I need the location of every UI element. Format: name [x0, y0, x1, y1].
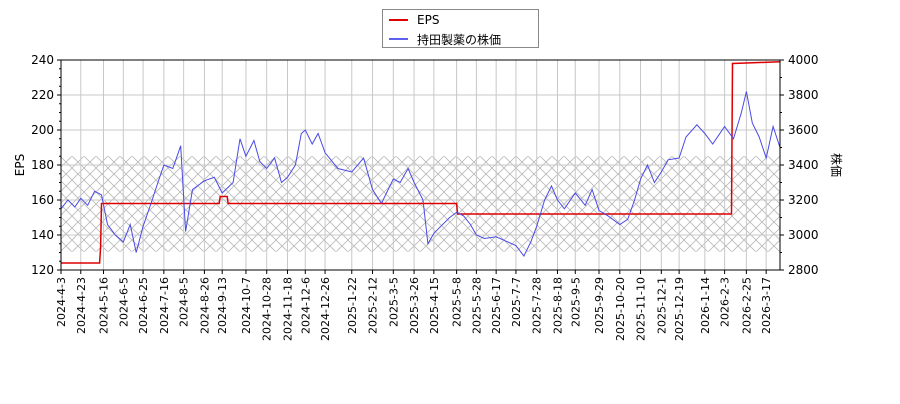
- x-tick-label: 2025-7-28: [531, 277, 544, 334]
- x-tick-label: 2025-8-18: [551, 277, 564, 334]
- axis-ticks: 120 140 160 180 200 220 240 2800 3000 3200 3400 360…: [31, 53, 818, 341]
- chart-legend: EPS 持田製薬の株価: [382, 9, 539, 48]
- x-tick-label: 2024-12-26: [319, 277, 332, 341]
- legend-label-stock-price: 持田製薬の株価: [417, 32, 502, 47]
- left-tick-label: 240: [31, 53, 54, 67]
- x-tick-label: 2024-4-3: [55, 277, 68, 327]
- x-tick-label: 2025-3-26: [408, 277, 421, 334]
- x-tick-label: 2026-1-14: [699, 277, 712, 334]
- legend-label-eps: EPS: [417, 13, 440, 27]
- x-tick-label: 2025-6-17: [490, 277, 503, 334]
- series-lines: [60, 61, 781, 264]
- x-tick-label: 2026-2-3: [719, 277, 732, 327]
- right-tick-label: 2800: [788, 263, 819, 277]
- legend-swatch-eps-icon: [389, 19, 408, 21]
- legend-swatch-price-icon: [389, 38, 408, 40]
- left-tick-label: 200: [31, 123, 54, 137]
- x-tick-label: 2024-6-5: [117, 277, 130, 327]
- x-tick-label: 2024-7-16: [158, 277, 171, 334]
- x-tick-label: 2025-9-29: [593, 277, 606, 334]
- x-tick-label: 2025-5-8: [451, 277, 464, 327]
- legend-item-eps: EPS: [383, 11, 439, 29]
- x-tick-label: 2025-4-15: [428, 277, 441, 334]
- x-tick-label: 2025-9-5: [569, 277, 582, 327]
- x-tick-label: 2025-7-7: [510, 277, 523, 327]
- x-tick-label: 2025-2-12: [367, 277, 380, 334]
- x-tick-label: 2025-10-20: [614, 277, 627, 341]
- right-tick-label: 3800: [788, 88, 819, 102]
- right-tick-label: 4000: [788, 53, 819, 67]
- x-tick-label: 2024-8-26: [198, 277, 211, 334]
- right-axis-label: 株価: [829, 153, 844, 177]
- x-tick-label: 2026-3-17: [760, 277, 773, 334]
- legend-item-stock-price: 持田製薬の株価: [383, 30, 501, 48]
- x-tick-label: 2024-9-13: [216, 277, 229, 334]
- x-tick-label: 2024-11-18: [281, 277, 294, 341]
- x-tick-label: 2024-8-5: [178, 277, 191, 327]
- x-tick-label: 2025-5-28: [470, 277, 483, 334]
- left-tick-label: 120: [31, 263, 54, 277]
- x-tick-label: 2025-1-22: [346, 277, 359, 334]
- x-tick-label: 2025-12-19: [673, 277, 686, 341]
- right-tick-label: 3200: [788, 193, 819, 207]
- right-tick-label: 3600: [788, 123, 819, 137]
- stock-price-line: [60, 91, 781, 257]
- x-tick-label: 2024-10-28: [261, 277, 274, 341]
- left-axis-label: EPS: [13, 154, 27, 176]
- left-tick-label: 220: [31, 88, 54, 102]
- left-tick-label: 160: [31, 193, 54, 207]
- x-tick-label: 2024-12-6: [299, 277, 312, 334]
- x-tick-label: 2024-10-7: [240, 277, 253, 334]
- eps-line: [61, 61, 781, 264]
- x-tick-label: 2026-2-25: [740, 277, 753, 334]
- x-tick-label: 2025-12-1: [655, 277, 668, 334]
- x-tick-label: 2024-5-16: [98, 277, 111, 334]
- left-tick-label: 180: [31, 158, 54, 172]
- right-tick-label: 3000: [788, 228, 819, 242]
- x-tick-label: 2025-3-5: [387, 277, 400, 327]
- x-tick-label: 2025-11-10: [635, 277, 648, 341]
- left-tick-label: 140: [31, 228, 54, 242]
- right-tick-label: 3400: [788, 158, 819, 172]
- x-tick-label: 2024-4-23: [75, 277, 88, 334]
- x-tick-label: 2024-6-25: [137, 277, 150, 334]
